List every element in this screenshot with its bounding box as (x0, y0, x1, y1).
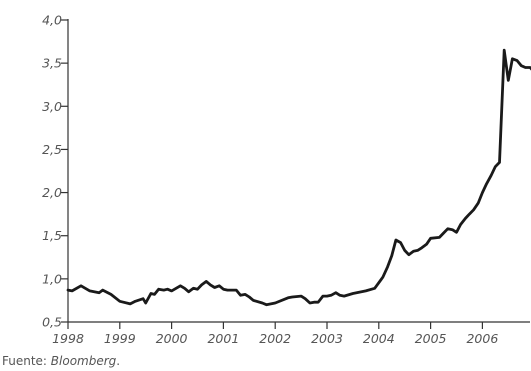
y-tick-label: 3,0 (42, 99, 62, 114)
y-tick-label: 0,5 (42, 315, 62, 330)
x-tick-label: 2005 (415, 331, 447, 346)
source-name: Bloomberg (50, 354, 117, 368)
y-tick-label: 2,0 (42, 185, 62, 200)
y-axis: 0,5 1,0 1,5 2,0 2,5 3,0 3,5 4,0 (42, 13, 69, 330)
x-tick-label: 2004 (363, 331, 395, 346)
y-tick-label: 1,5 (42, 228, 62, 243)
source-note: Fuente: Bloomberg. (2, 354, 120, 368)
source-suffix: . (116, 354, 121, 368)
y-tick-label: 4,0 (42, 13, 62, 28)
source-prefix: Fuente: (2, 354, 51, 368)
x-tick-label: 2003 (311, 331, 343, 346)
x-tick-label: 2006 (466, 331, 498, 346)
y-tick-label: 2,5 (42, 142, 62, 157)
x-tick-label: 2000 (156, 331, 188, 346)
y-tick-label: 3,5 (42, 56, 62, 71)
x-tick-label: 1999 (104, 331, 136, 346)
x-tick-label: 2001 (207, 331, 239, 346)
x-tick-label: 1998 (52, 331, 84, 346)
y-tick-label: 1,0 (42, 271, 62, 286)
x-tick-label: 2002 (259, 331, 291, 346)
x-axis: 1998 1999 2000 2001 2002 2003 2004 2005 2006 (52, 321, 530, 346)
series-line (66, 48, 531, 307)
series (66, 48, 531, 307)
